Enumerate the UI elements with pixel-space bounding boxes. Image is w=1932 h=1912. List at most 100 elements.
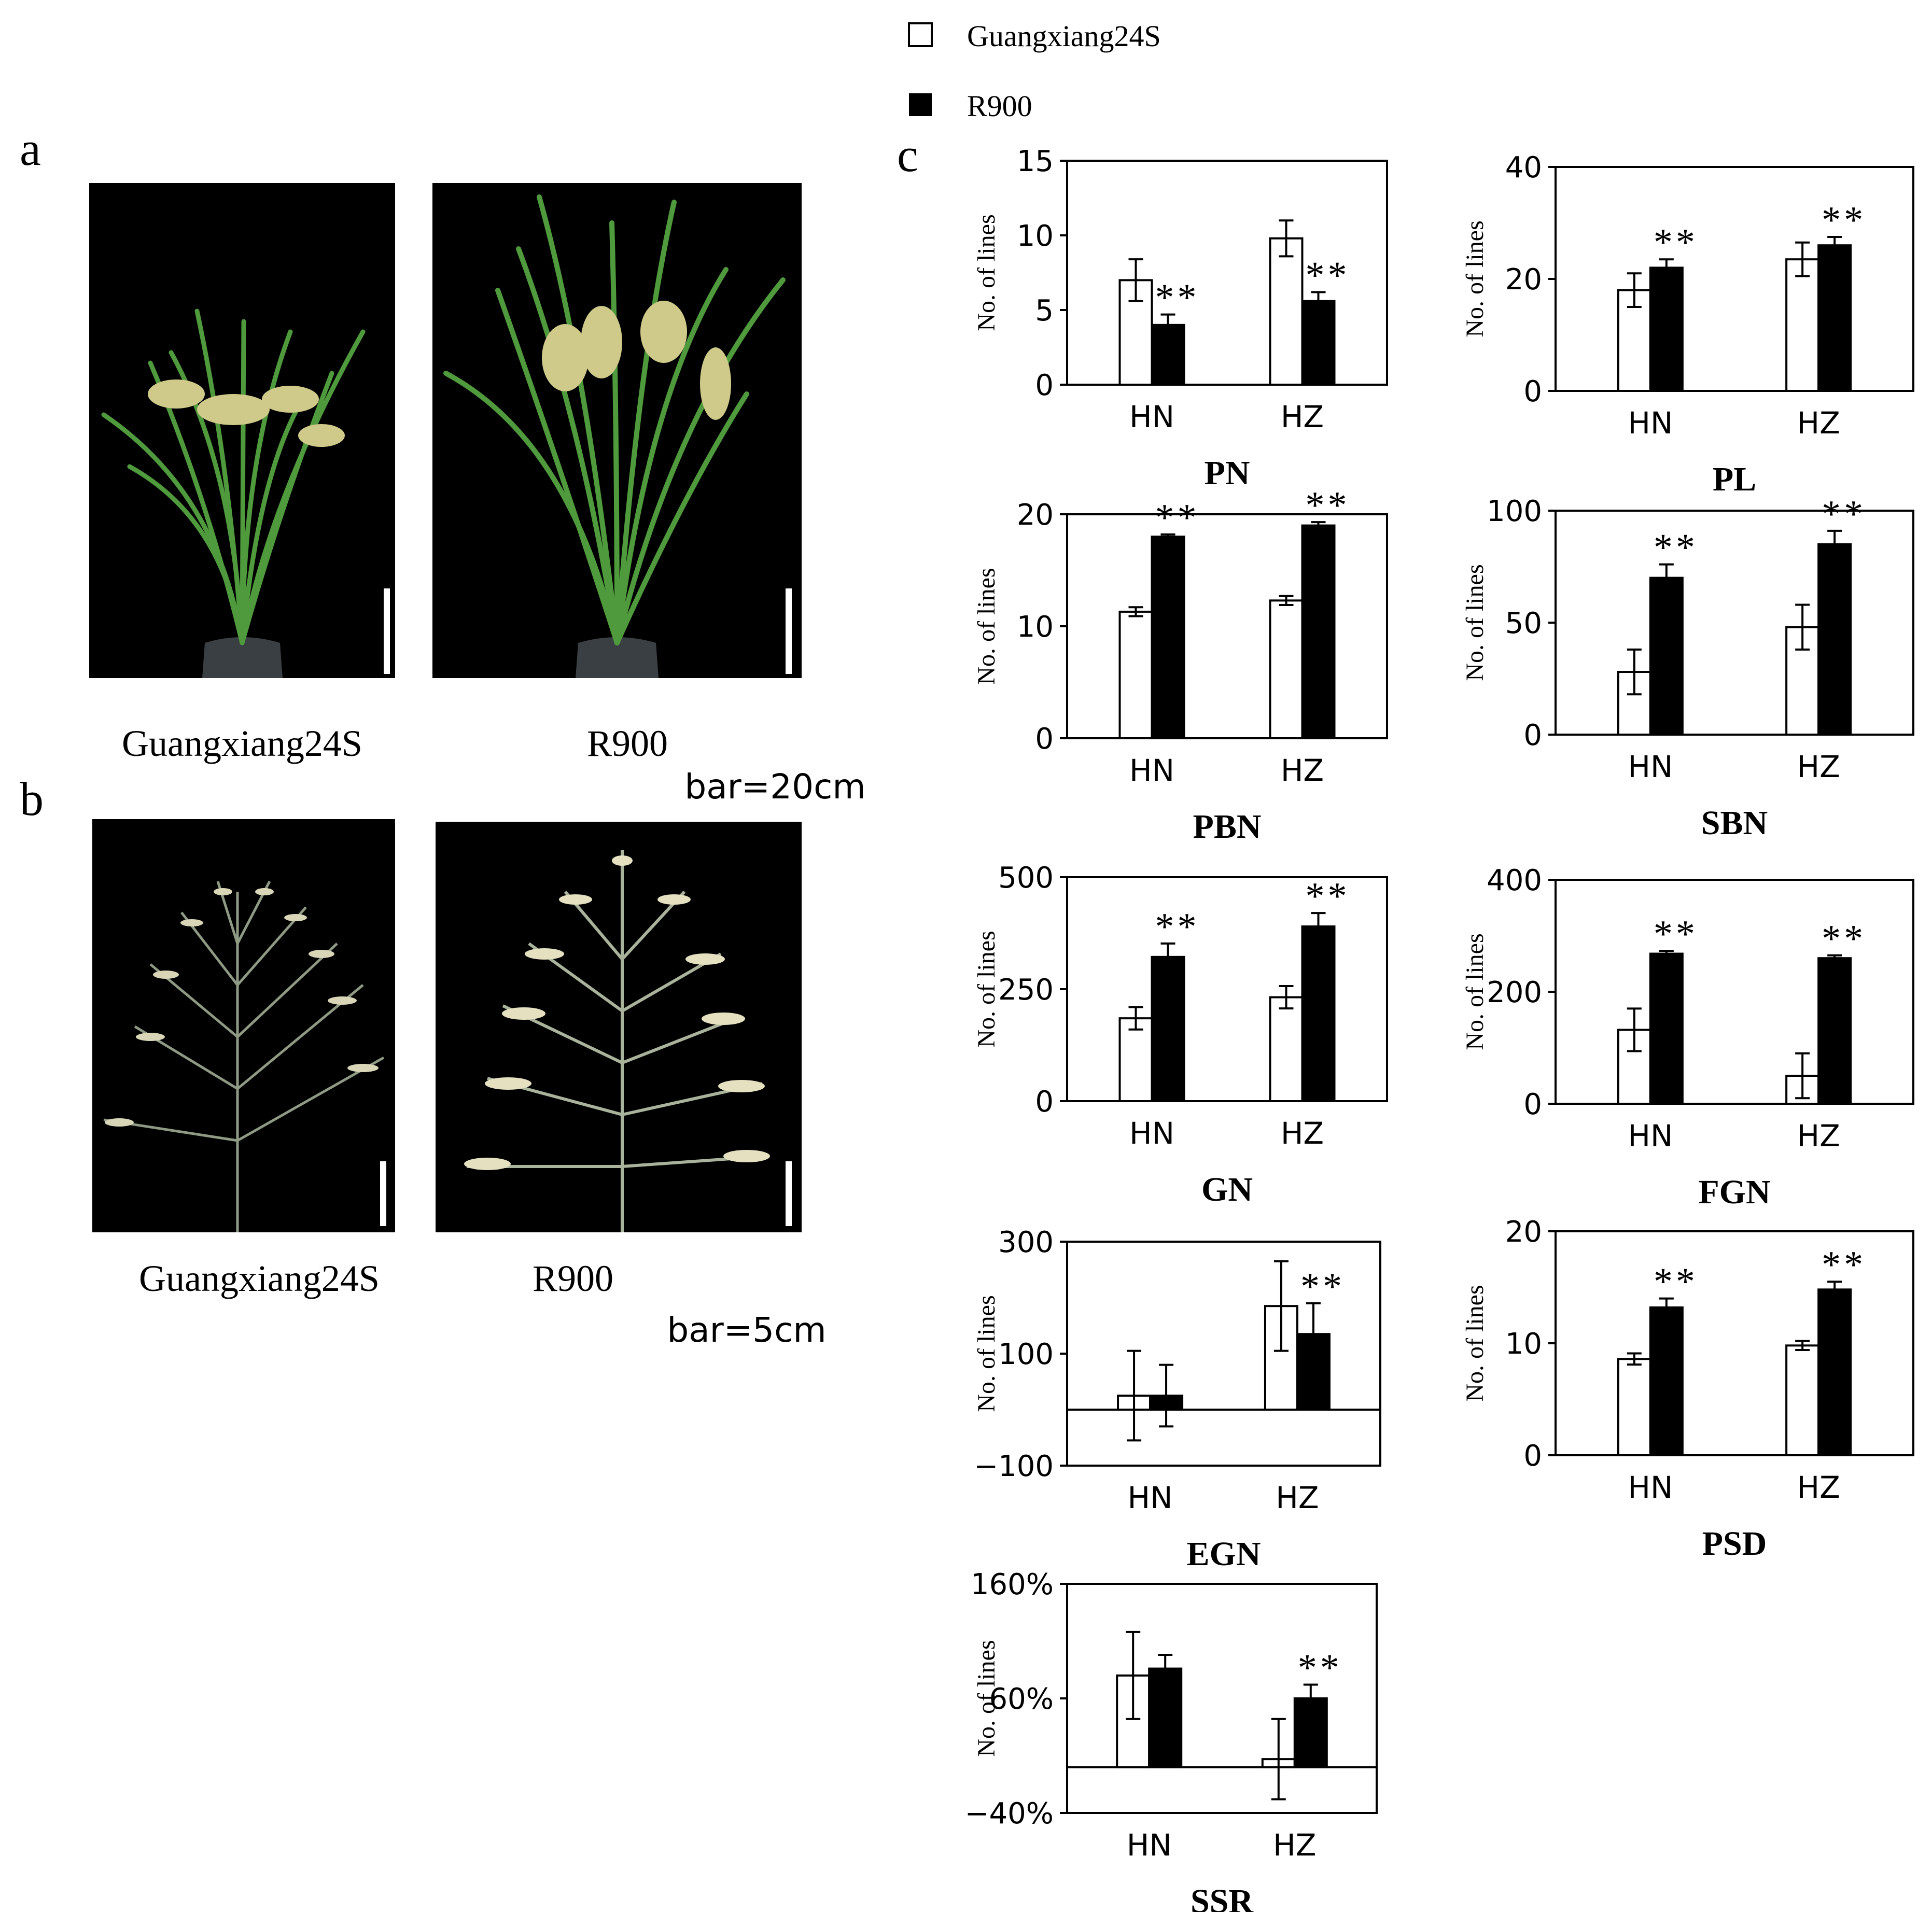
plant-pot [202, 637, 283, 678]
y-tick-label: 100 [1487, 495, 1542, 528]
x-tick-label: HN [1628, 749, 1673, 784]
photo-caption-b-guangxiang24s: Guangxiang24S [139, 1258, 380, 1299]
panel-letter-b: b [20, 772, 44, 825]
x-tick-label: HZ [1797, 1470, 1840, 1505]
y-tick-label: 60% [989, 1682, 1054, 1716]
chart-gn: 0 250 500 No. of lines HN HZ ** ** GN [973, 861, 1388, 1208]
y-tick-label: 0 [1523, 1439, 1542, 1473]
legend-swatch-r900 [909, 93, 932, 116]
x-tick-label: HN [1129, 399, 1174, 434]
x-tick-label: HZ [1281, 753, 1324, 788]
bar-pl-hz-r900 [1817, 244, 1852, 392]
y-tick-label: 400 [1487, 864, 1542, 897]
panel-a-photo-r900 [432, 183, 802, 678]
y-tick-label: 10 [1017, 219, 1054, 253]
y-tick-label: 200 [1487, 976, 1542, 1009]
x-tick-label: HN [1628, 405, 1673, 441]
bar-gn-hz-r900 [1301, 925, 1336, 1103]
plant-panicles [148, 379, 345, 447]
chart-pbn: 0 10 20 No. of lines HN HZ ** ** PBN [973, 484, 1388, 846]
panicle-grains [105, 888, 379, 1127]
y-tick-label: 300 [998, 1226, 1054, 1259]
y-tick-label: −40% [965, 1797, 1054, 1831]
bar-pbn-hz-guangxiang24s [1269, 599, 1304, 739]
chart-ssr: −40% 60% 160% No. of lines HN HZ ** SSR [965, 1568, 1378, 1912]
y-axis-label: No. of lines [973, 568, 1000, 684]
plot-frame [1555, 879, 1914, 1105]
panel-letter-c: c [897, 129, 918, 181]
chart-title: PN [1205, 454, 1250, 492]
bar-pbn-hz-r900 [1301, 524, 1336, 739]
significance-marker: ** [1822, 918, 1866, 960]
significance-marker: ** [1305, 254, 1350, 297]
y-tick-label: 0 [1035, 722, 1054, 756]
x-tick-label: HN [1128, 1480, 1173, 1515]
plot-frame [1066, 160, 1388, 386]
significance-marker: ** [1305, 484, 1350, 527]
chart-title: PBN [1193, 808, 1262, 846]
scale-bar [786, 588, 792, 674]
bar-gn-hz-guangxiang24s [1269, 996, 1304, 1102]
y-tick-label: 0 [1523, 375, 1542, 409]
plant-leaves [443, 194, 786, 645]
legend-label-guangxiang24s: Guangxiang24S [967, 19, 1161, 53]
significance-marker: ** [1305, 875, 1350, 918]
y-tick-label: 160% [971, 1568, 1054, 1601]
x-tick-label: HN [1127, 1827, 1172, 1863]
significance-marker: ** [1300, 1266, 1345, 1308]
bar-fgn-hn-r900 [1649, 952, 1684, 1105]
y-axis-label: No. of lines [973, 1295, 1000, 1412]
y-tick-label: 0 [1035, 369, 1054, 402]
panicle-grains [464, 855, 770, 1170]
bar-psd-hn-r900 [1649, 1306, 1684, 1456]
scale-bar [786, 1161, 792, 1226]
y-tick-label: 100 [998, 1338, 1054, 1371]
y-tick-label: 15 [1017, 145, 1054, 178]
x-tick-label: HZ [1273, 1827, 1316, 1863]
y-tick-label: 0 [1035, 1085, 1054, 1119]
y-tick-label: 0 [1523, 1088, 1542, 1121]
legend: Guangxiang24S R900 [908, 19, 1161, 123]
y-axis-label: No. of lines [973, 214, 1000, 331]
y-tick-label: 500 [998, 861, 1054, 895]
y-axis-label: No. of lines [1461, 1285, 1489, 1401]
x-tick-label: HZ [1281, 1116, 1324, 1151]
y-tick-label: 20 [1505, 1215, 1542, 1249]
photo-background [92, 819, 395, 1232]
chart-title: PL [1713, 460, 1756, 498]
bar-pl-hn-r900 [1649, 266, 1684, 392]
chart-title: GN [1201, 1171, 1253, 1208]
y-tick-label: 20 [1505, 263, 1542, 297]
y-tick-label: 250 [998, 973, 1054, 1007]
chart-fgn: 0 200 400 No. of lines HN HZ ** ** FGN [1461, 864, 1914, 1211]
significance-marker: ** [1298, 1647, 1342, 1689]
scale-bar [384, 588, 390, 674]
bar-pl-hz-guangxiang24s [1785, 258, 1820, 392]
x-tick-label: HN [1129, 1116, 1174, 1151]
y-tick-label: 10 [1017, 610, 1054, 644]
x-tick-label: HN [1129, 753, 1174, 788]
x-tick-label: HN [1628, 1118, 1673, 1154]
chart-pl: 0 20 40 No. of lines HN HZ ** ** PL [1461, 151, 1914, 498]
y-tick-label: −100 [974, 1450, 1054, 1483]
x-tick-label: HZ [1797, 749, 1840, 784]
significance-marker: ** [1654, 527, 1698, 569]
significance-marker: ** [1654, 221, 1698, 264]
significance-marker: ** [1155, 277, 1200, 319]
chart-title: SBN [1701, 804, 1768, 842]
photo-caption-a-guangxiang24s: Guangxiang24S [122, 723, 362, 764]
significance-marker: ** [1822, 1244, 1866, 1286]
bar-fgn-hz-r900 [1817, 957, 1852, 1105]
y-axis-label: No. of lines [973, 1640, 1000, 1756]
bar-sbn-hn-r900 [1649, 577, 1684, 736]
significance-marker: ** [1822, 493, 1866, 536]
chart-title: FGN [1698, 1173, 1770, 1211]
bar-pn-hz-guangxiang24s [1269, 237, 1304, 386]
bar-sbn-hz-r900 [1817, 543, 1852, 736]
photo-background [436, 822, 802, 1232]
bar-psd-hz-r900 [1817, 1288, 1852, 1457]
chart-title: EGN [1186, 1535, 1261, 1573]
legend-label-r900: R900 [967, 89, 1032, 123]
y-axis-label: No. of lines [1461, 933, 1489, 1050]
